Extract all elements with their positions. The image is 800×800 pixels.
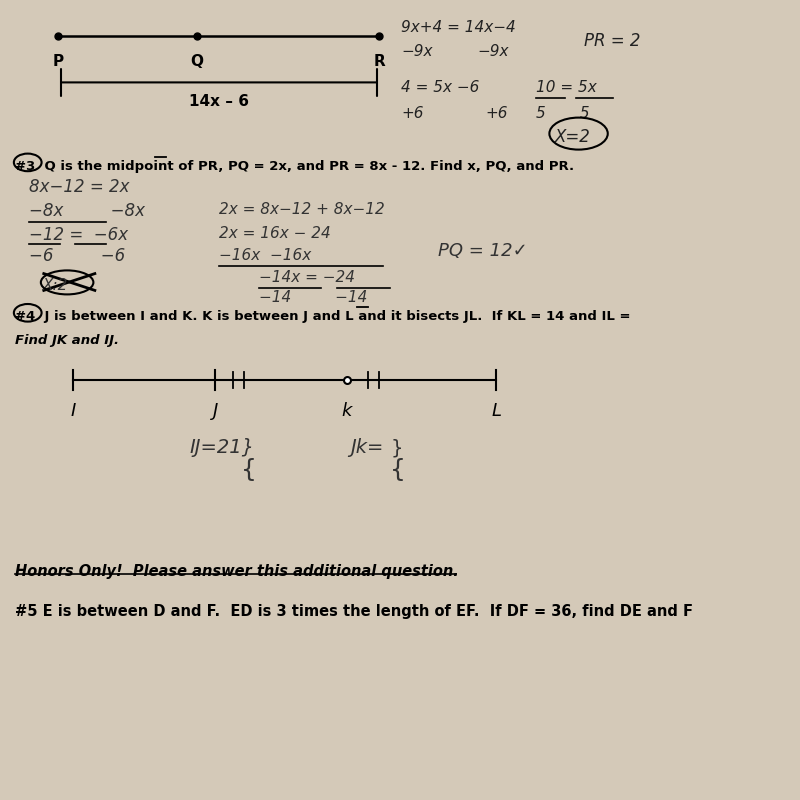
Text: −9x: −9x: [402, 44, 433, 59]
Text: R: R: [374, 54, 386, 69]
Text: 4 = 5x −6: 4 = 5x −6: [402, 80, 480, 95]
Text: }: }: [390, 438, 403, 458]
Text: Find JK and IJ.: Find JK and IJ.: [14, 334, 118, 346]
Text: #5 E is between D and F.  ED is 3 times the length of EF.  If DF = 36, find DE a: #5 E is between D and F. ED is 3 times t…: [14, 604, 693, 619]
Text: Honors Only!  Please answer this additional question.: Honors Only! Please answer this addition…: [14, 564, 458, 579]
Text: Jk=: Jk=: [350, 438, 383, 458]
Text: +6: +6: [402, 106, 424, 121]
Text: −12 =  −6x: −12 = −6x: [29, 226, 128, 243]
Text: #4  J is between I and K. K is between J and L and it bisects JL.  If KL = 14 an: #4 J is between I and K. K is between J …: [14, 310, 630, 323]
Text: 2x = 8x−12 + 8x−12: 2x = 8x−12 + 8x−12: [219, 202, 385, 217]
Text: {: {: [390, 458, 406, 482]
Text: 5       5: 5 5: [536, 106, 590, 121]
Text: L: L: [491, 402, 501, 421]
Text: {: {: [241, 458, 257, 482]
Text: +6: +6: [485, 106, 508, 121]
Text: PR = 2: PR = 2: [584, 32, 640, 50]
Text: 2x = 16x − 24: 2x = 16x − 24: [219, 226, 330, 241]
Text: 10 = 5x: 10 = 5x: [536, 80, 597, 95]
Text: −6         −6: −6 −6: [29, 247, 126, 266]
Text: #3  Q is the midpoint of PR, PQ = 2x, and PR = 8x - 12. Find x, PQ, and PR.: #3 Q is the midpoint of PR, PQ = 2x, and…: [14, 160, 574, 173]
Text: −14x = −24: −14x = −24: [259, 270, 355, 285]
Text: −16x  −16x: −16x −16x: [219, 248, 311, 263]
Text: 14x – 6: 14x – 6: [189, 94, 249, 109]
Text: X:2: X:2: [42, 278, 68, 293]
Text: k: k: [342, 402, 352, 421]
Text: Q: Q: [190, 54, 203, 69]
Text: 8x−12 = 2x: 8x−12 = 2x: [29, 178, 130, 196]
Text: −9x: −9x: [478, 44, 510, 59]
Text: 9x+4 = 14x−4: 9x+4 = 14x−4: [402, 20, 516, 35]
Text: J: J: [213, 402, 218, 421]
Text: I: I: [70, 402, 75, 421]
Text: PQ = 12✓: PQ = 12✓: [438, 242, 527, 259]
Text: X=2: X=2: [554, 128, 590, 146]
Text: P: P: [53, 54, 64, 69]
Text: −8x         −8x: −8x −8x: [29, 202, 145, 219]
Text: −14         −14: −14 −14: [259, 290, 367, 306]
Text: IJ=21}: IJ=21}: [190, 438, 254, 458]
